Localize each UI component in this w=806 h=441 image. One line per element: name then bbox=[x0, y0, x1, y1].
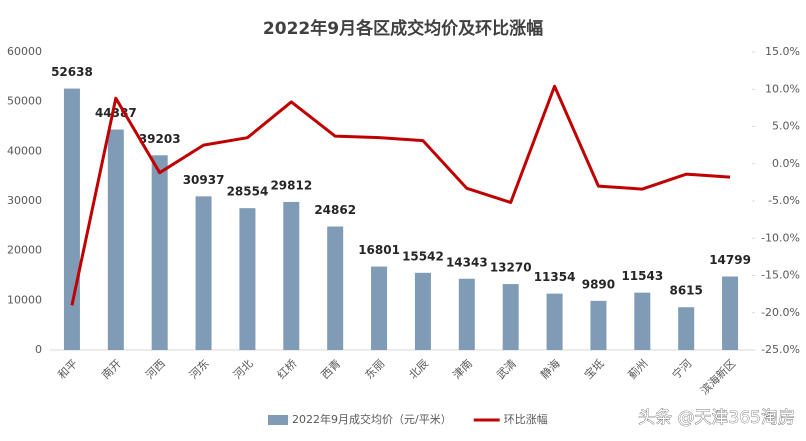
legend-label: 2022年9月成交均价（元/平米） bbox=[292, 412, 452, 426]
y-tick-label: 10000 bbox=[7, 293, 42, 306]
y2-tick-label: 10.0% bbox=[765, 82, 800, 95]
bar bbox=[678, 307, 695, 350]
value-label: 14343 bbox=[446, 255, 488, 269]
y-tick-label: 30000 bbox=[7, 194, 42, 207]
bar bbox=[195, 196, 212, 350]
bar bbox=[239, 208, 256, 350]
bar bbox=[371, 266, 388, 350]
value-label: 44387 bbox=[95, 106, 137, 120]
value-label: 52638 bbox=[51, 65, 93, 79]
bar bbox=[722, 276, 739, 350]
bar bbox=[414, 272, 431, 350]
value-label: 39203 bbox=[139, 132, 181, 146]
bar bbox=[590, 300, 607, 350]
line bbox=[70, 84, 731, 306]
bar bbox=[151, 155, 168, 350]
value-label: 15542 bbox=[402, 249, 444, 263]
y-tick-label: 40000 bbox=[7, 144, 42, 157]
bar bbox=[63, 88, 80, 350]
y-tick-label: 60000 bbox=[7, 45, 42, 58]
bar bbox=[634, 292, 651, 350]
y2-tick-label: 5.0% bbox=[772, 120, 800, 133]
bar bbox=[502, 284, 519, 350]
y-tick-label: 20000 bbox=[7, 244, 42, 257]
value-label: 13270 bbox=[490, 261, 532, 275]
value-label: 9890 bbox=[582, 277, 615, 291]
legend-swatch bbox=[268, 415, 288, 425]
legend-label: 环比涨幅 bbox=[504, 413, 548, 426]
y2-tick-label: -15.0% bbox=[761, 269, 800, 282]
bar bbox=[546, 293, 563, 350]
value-label: 11354 bbox=[534, 270, 576, 284]
y2-tick-label: -5.0% bbox=[768, 194, 800, 207]
y2-tick-label: -20.0% bbox=[761, 306, 800, 319]
bar bbox=[458, 278, 475, 350]
value-label: 29812 bbox=[270, 178, 312, 192]
value-label: 28554 bbox=[227, 185, 269, 199]
y2-tick-label: -10.0% bbox=[761, 231, 800, 244]
y-tick-label: 50000 bbox=[7, 95, 42, 108]
value-label: 11543 bbox=[621, 269, 663, 283]
y2-tick-label: 0.0% bbox=[772, 157, 800, 170]
chart-title: 2022年9月各区成交均价及环比涨幅 bbox=[263, 18, 543, 39]
y2-tick-label: 15.0% bbox=[765, 45, 800, 58]
y2-tick-label: -25.0% bbox=[761, 343, 800, 356]
bar bbox=[283, 201, 300, 350]
bar bbox=[107, 129, 124, 350]
y-tick-label: 0 bbox=[35, 343, 42, 356]
value-label: 14799 bbox=[709, 253, 751, 267]
watermark: 头条 @天津365淘房 bbox=[638, 408, 795, 428]
value-label: 30937 bbox=[183, 173, 225, 187]
bar bbox=[327, 226, 344, 350]
value-label: 24862 bbox=[314, 203, 356, 217]
value-label: 8615 bbox=[669, 284, 702, 298]
value-label: 16801 bbox=[358, 243, 400, 257]
